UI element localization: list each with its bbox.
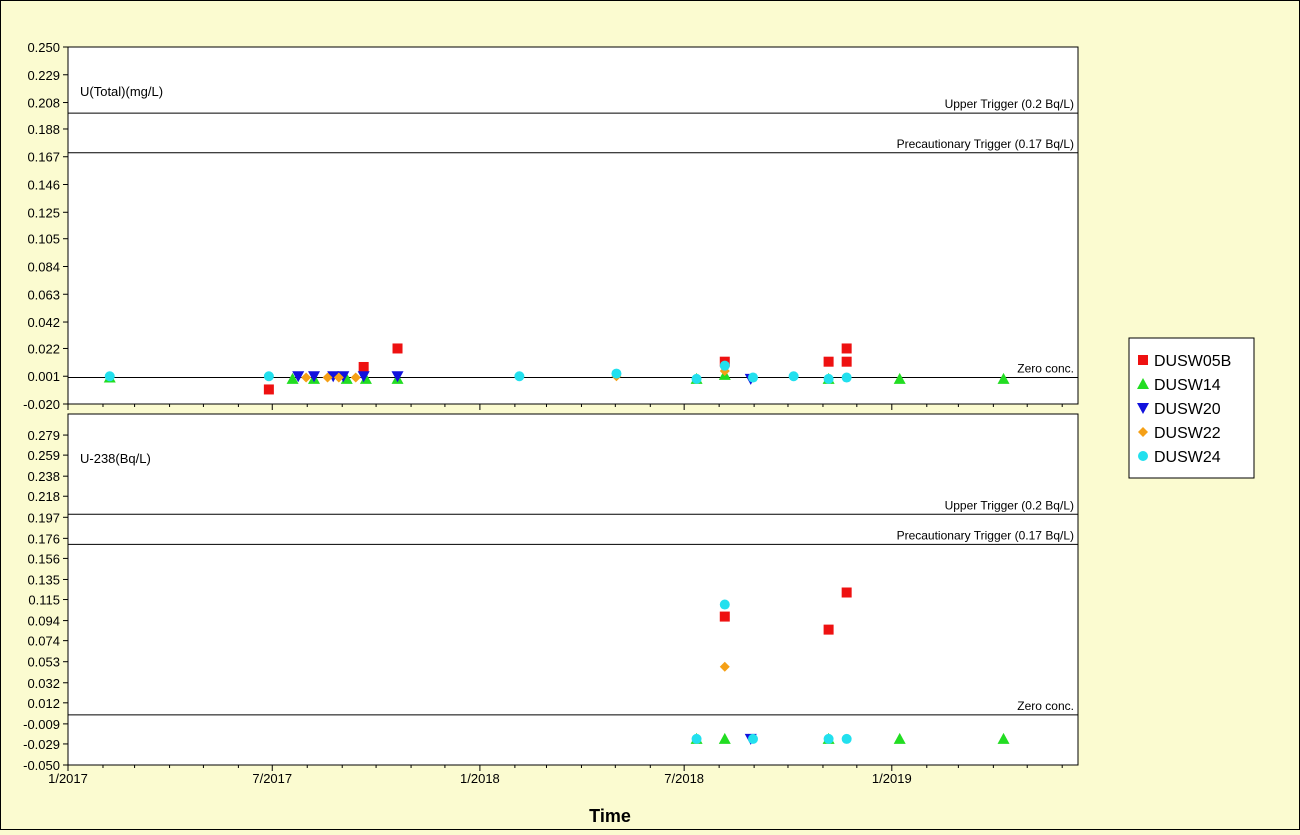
panel-ylabel: U(Total)(mg/L) bbox=[80, 84, 163, 99]
y-tick-label: 0.208 bbox=[27, 96, 60, 111]
legend-label: DUSW22 bbox=[1154, 425, 1221, 442]
y-tick-label: 0.105 bbox=[27, 232, 60, 247]
data-point bbox=[264, 384, 274, 394]
data-point bbox=[824, 374, 834, 384]
data-point bbox=[720, 612, 730, 622]
data-point bbox=[611, 369, 621, 379]
reference-line-label: Zero conc. bbox=[1017, 699, 1074, 713]
data-point bbox=[514, 371, 524, 381]
plot-area bbox=[68, 47, 1078, 404]
y-tick-label: 0.084 bbox=[27, 259, 60, 274]
y-tick-label: 0.032 bbox=[27, 676, 60, 691]
x-tick-label: 1/2018 bbox=[460, 771, 500, 786]
x-tick-label: 1/2017 bbox=[48, 771, 88, 786]
y-tick-label: 0.022 bbox=[27, 341, 60, 356]
panel-ylabel: U-238(Bq/L) bbox=[80, 451, 151, 466]
y-tick-label: 0.053 bbox=[27, 655, 60, 670]
legend-marker bbox=[1138, 355, 1148, 365]
y-tick-label: 0.156 bbox=[27, 551, 60, 566]
data-point bbox=[842, 373, 852, 383]
legend-label: DUSW20 bbox=[1154, 401, 1221, 418]
data-point bbox=[692, 374, 702, 384]
y-tick-label: 0.063 bbox=[27, 287, 60, 302]
data-point bbox=[824, 357, 834, 367]
y-tick-label: 0.074 bbox=[27, 634, 60, 649]
x-tick-label: 1/2019 bbox=[872, 771, 912, 786]
y-tick-label: 0.197 bbox=[27, 510, 60, 525]
panel-1: 0.250 0.229 0.208 0.188 0.167 0.146 0.125 0.105… bbox=[23, 40, 1078, 412]
y-tick-label: 0.188 bbox=[27, 122, 60, 137]
y-tick-label: 0.042 bbox=[27, 315, 60, 330]
data-point bbox=[692, 734, 702, 744]
y-tick-label: 0.259 bbox=[27, 448, 60, 463]
y-tick-label: -0.020 bbox=[23, 397, 60, 412]
y-tick-label: 0.218 bbox=[27, 489, 60, 504]
reference-line-label: Precautionary Trigger (0.17 Bq/L) bbox=[897, 137, 1074, 151]
reference-line-label: Upper Trigger (0.2 Bq/L) bbox=[945, 97, 1074, 111]
y-tick-label: -0.029 bbox=[23, 737, 60, 752]
data-point bbox=[748, 373, 758, 383]
data-point bbox=[842, 588, 852, 598]
data-point bbox=[842, 734, 852, 744]
y-tick-label: 0.115 bbox=[28, 593, 60, 608]
data-point bbox=[842, 343, 852, 353]
y-tick-label: 0.001 bbox=[27, 369, 60, 384]
legend-label: DUSW14 bbox=[1154, 377, 1221, 394]
y-tick-label: -0.009 bbox=[23, 717, 60, 732]
reference-line-label: Upper Trigger (0.2 Bq/L) bbox=[945, 498, 1074, 512]
y-tick-label: 0.167 bbox=[27, 150, 60, 165]
plot-area bbox=[68, 414, 1078, 765]
legend-marker bbox=[1138, 451, 1148, 461]
y-tick-label: 0.279 bbox=[27, 428, 60, 443]
y-tick-label: 0.229 bbox=[27, 68, 60, 83]
y-tick-label: 0.012 bbox=[27, 696, 60, 711]
data-point bbox=[824, 625, 834, 635]
data-point bbox=[105, 371, 115, 381]
legend-label: DUSW05B bbox=[1154, 353, 1231, 370]
x-tick-label: 7/2017 bbox=[252, 771, 292, 786]
y-tick-label: 0.125 bbox=[27, 205, 60, 220]
legend-label: DUSW24 bbox=[1154, 449, 1221, 466]
data-point bbox=[359, 362, 369, 372]
y-tick-label: 0.094 bbox=[27, 614, 60, 629]
data-point bbox=[842, 357, 852, 367]
data-point bbox=[789, 371, 799, 381]
data-point bbox=[393, 343, 403, 353]
y-tick-label: 0.238 bbox=[27, 469, 60, 484]
y-tick-label: 0.250 bbox=[27, 40, 60, 55]
x-axis-title: Time bbox=[589, 806, 631, 826]
data-point bbox=[720, 600, 730, 610]
reference-line-label: Precautionary Trigger (0.17 Bq/L) bbox=[897, 528, 1074, 542]
data-point bbox=[748, 734, 758, 744]
data-point bbox=[824, 734, 834, 744]
data-point bbox=[720, 361, 730, 371]
panel-2: 0.279 0.259 0.238 0.218 0.197 0.176 0.156 0.135… bbox=[23, 414, 1078, 786]
y-tick-label: 0.135 bbox=[27, 572, 60, 587]
x-tick-label: 7/2018 bbox=[664, 771, 704, 786]
data-point bbox=[264, 371, 274, 381]
reference-line-label: Zero conc. bbox=[1017, 362, 1074, 376]
y-tick-label: 0.146 bbox=[27, 178, 60, 193]
y-tick-label: 0.176 bbox=[27, 531, 60, 546]
